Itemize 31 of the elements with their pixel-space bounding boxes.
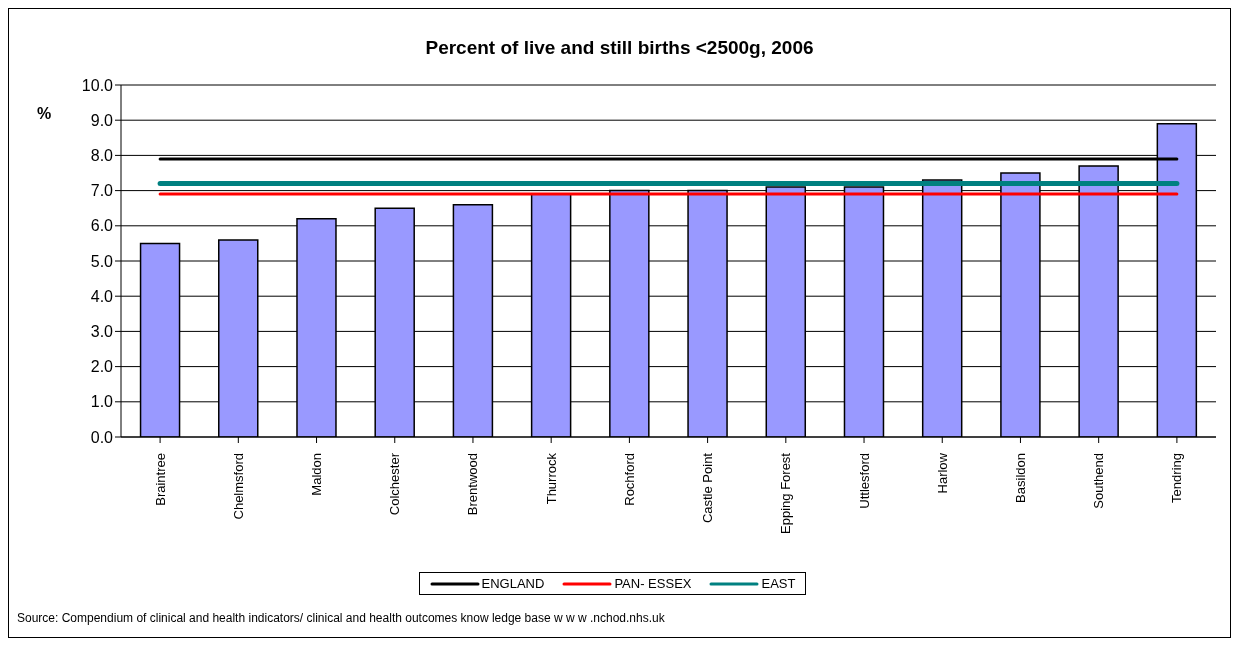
y-tick-label: 4.0 [90, 287, 114, 305]
x-tick-label: Maldon [309, 453, 325, 496]
x-tick-label: Castle Point [700, 452, 716, 524]
chart-title: Percent of live and still births <2500g, 2006 [424, 37, 815, 59]
x-tick-label: Thurrock [543, 452, 559, 505]
x-tick-label: Braintree [152, 453, 168, 506]
legend-label: EAST [760, 576, 796, 591]
y-tick-label: 0.0 [90, 428, 114, 446]
x-tick-label: Uttlesford [856, 453, 872, 509]
y-tick-label: 1.0 [90, 393, 114, 411]
x-tick-label: Basildon [1012, 453, 1028, 503]
y-tick-label: 3.0 [90, 323, 114, 341]
x-tick-label: Harlow [934, 452, 950, 494]
x-tick-label: Tendring [1169, 453, 1185, 503]
y-axis-title: % [37, 105, 52, 123]
y-tick-label: 7.0 [90, 182, 114, 200]
y-tick-label: 8.0 [90, 147, 114, 165]
legend-label: PAN- ESSEX [613, 576, 692, 591]
y-tick-label: 9.0 [90, 111, 114, 129]
x-tick-label: Colchester [387, 452, 403, 516]
y-tick-label: 6.0 [90, 217, 114, 235]
x-tick-label: Rochford [621, 453, 637, 506]
x-tick-label: Epping Forest [778, 452, 794, 534]
y-tick-label: 2.0 [90, 358, 114, 376]
x-tick-label: Southend [1091, 453, 1107, 509]
x-tick-label: Brentwood [465, 453, 481, 516]
source-note: Source: Compendium of clinical and health indicators/ clinical and health outcomes know ledge base w w w .nchod.nhs.uk [17, 611, 665, 625]
legend-label: ENGLAND [480, 576, 545, 591]
y-tick-label: 5.0 [90, 252, 114, 270]
x-tick-label: Chelmsford [230, 453, 246, 520]
y-tick-label: 10.0 [81, 76, 114, 94]
